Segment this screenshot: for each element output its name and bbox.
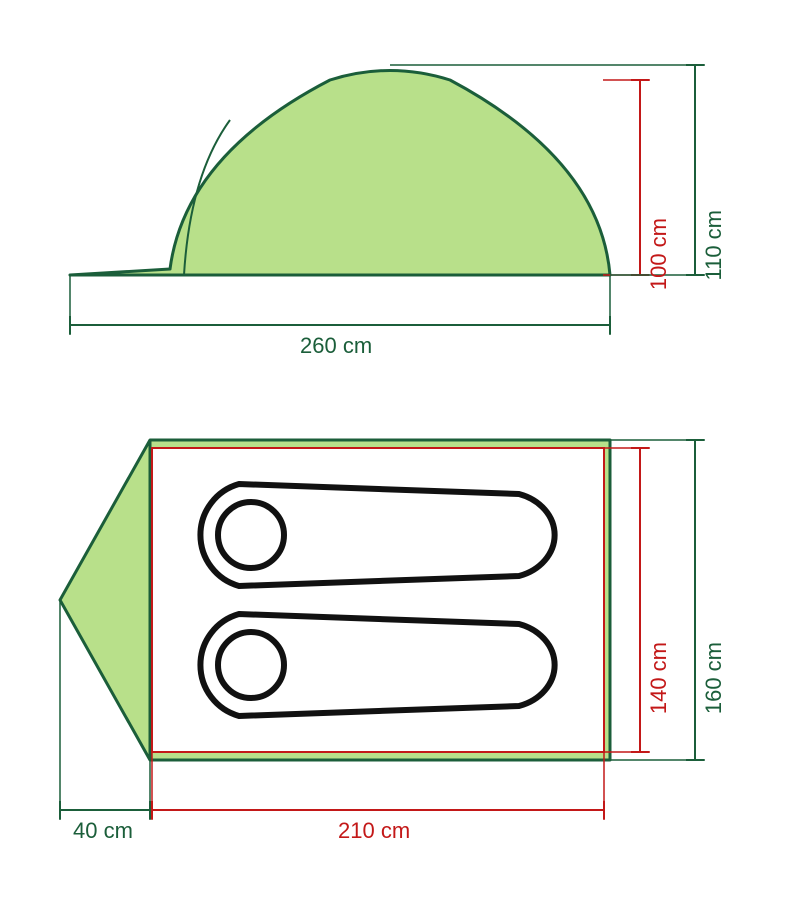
tent-dimension-diagram: 260 cm 100 cm 110 cm 210 cm 40 cm 140 cm… [0,0,800,900]
label-inner-width: 140 cm [646,642,672,714]
floor-plan-drawing [40,420,760,860]
label-vestibule-depth: 40 cm [73,818,133,844]
label-outer-width: 160 cm [701,642,727,714]
dimension-inner-length [152,752,604,820]
dimension-inner-height [603,80,650,275]
tent-side-profile [70,71,610,276]
side-elevation-drawing [40,35,760,365]
label-total-width: 260 cm [300,333,372,359]
dimension-total-width [70,275,610,335]
label-inner-height: 100 cm [646,218,672,290]
label-inner-length: 210 cm [338,818,410,844]
label-outer-height: 110 cm [701,210,727,281]
